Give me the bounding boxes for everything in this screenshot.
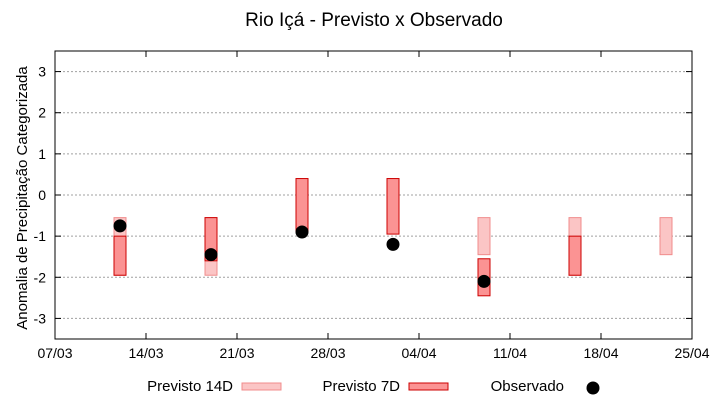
legend-swatch xyxy=(241,382,282,391)
x-tick-label: 04/04 xyxy=(401,345,436,361)
y-tick-label: 3 xyxy=(38,64,46,80)
range-bar-previsto-7d xyxy=(113,235,127,276)
observed-point xyxy=(386,237,400,251)
range-bar-previsto-7d xyxy=(386,178,400,235)
range-bar-previsto-7d xyxy=(295,178,309,233)
y-tick-label: 2 xyxy=(38,105,46,121)
observed-point xyxy=(295,225,309,239)
legend-label: Previsto 14D xyxy=(147,378,233,395)
plot-frame xyxy=(54,50,693,340)
x-tick-label: 07/03 xyxy=(37,345,72,361)
y-tick-label: -2 xyxy=(34,269,47,285)
plot-marks xyxy=(113,178,673,297)
axis-ticks: -3 -2 -1 0 1 2 3 07/03 14/03 21/03 28/03 04/04 11/04… xyxy=(34,51,710,361)
range-bar-previsto-14d xyxy=(477,217,491,256)
y-tick-label: 0 xyxy=(38,187,46,203)
y-axis-label: Anomalia de Precipitação Categorizada xyxy=(14,66,31,330)
observed-point xyxy=(477,274,491,288)
y-tick-label: -1 xyxy=(34,228,47,244)
x-tick-label: 25/04 xyxy=(674,345,709,361)
legend: Previsto 14D Previsto 7D Observado xyxy=(147,378,600,395)
chart-title: Rio Içá - Previsto x Observado xyxy=(245,10,503,31)
x-tick-label: 11/04 xyxy=(493,345,527,361)
x-tick-label: 14/03 xyxy=(128,345,163,361)
observed-point xyxy=(204,248,218,262)
legend-swatch xyxy=(586,381,600,395)
legend-swatch xyxy=(408,382,449,391)
y-tick-label: 1 xyxy=(38,146,46,162)
legend-label: Previsto 7D xyxy=(322,378,400,395)
range-bar-previsto-14d xyxy=(659,217,673,256)
legend-label: Observado xyxy=(491,378,564,395)
range-bar-previsto-7d xyxy=(568,235,582,276)
observed-point xyxy=(113,219,127,233)
x-tick-label: 21/03 xyxy=(219,345,254,361)
x-tick-label: 28/03 xyxy=(310,345,345,361)
x-tick-label: 18/04 xyxy=(583,345,618,361)
y-tick-label: -3 xyxy=(34,310,47,326)
